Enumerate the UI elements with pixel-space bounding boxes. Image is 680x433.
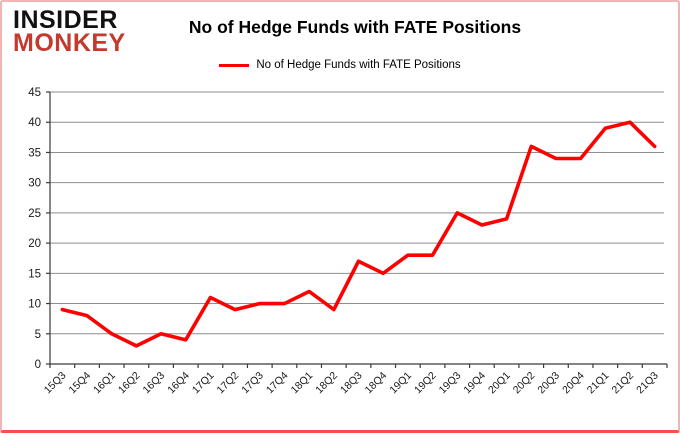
x-tick-label: 21Q2 (609, 370, 636, 397)
x-tick-label: 16Q4 (165, 370, 192, 397)
x-tick-label: 18Q1 (289, 370, 316, 397)
x-tick-label: 16Q3 (141, 370, 168, 397)
legend: No of Hedge Funds with FATE Positions (2, 59, 678, 71)
logo-line2: MONKEY (13, 29, 126, 57)
x-ticks (49, 364, 668, 368)
legend-line-swatch (219, 63, 250, 67)
y-tick-label: 5 (35, 329, 41, 341)
y-tick-label: 30 (28, 178, 41, 190)
x-tick-label: 18Q3 (338, 370, 365, 397)
x-tick-label: 17Q2 (215, 370, 242, 397)
x-tick-labels: 15Q315Q416Q116Q216Q316Q417Q117Q217Q317Q4… (42, 370, 661, 397)
y-tick-labels: 0 5 10 15 20 25 30 35 40 45 (28, 87, 50, 371)
x-tick-label: 17Q1 (190, 370, 217, 397)
x-tick-label: 18Q2 (313, 370, 340, 397)
x-tick-label: 16Q1 (91, 370, 118, 397)
y-gridlines (50, 91, 664, 335)
x-tick-label: 18Q4 (363, 370, 390, 397)
y-tick-label: 20 (28, 238, 41, 250)
y-tick-label: 45 (28, 87, 41, 99)
x-tick-label: 21Q3 (634, 370, 661, 397)
x-tick-label: 15Q4 (66, 370, 93, 397)
x-tick-label: 17Q3 (239, 370, 266, 397)
x-tick-label: 20Q2 (511, 370, 538, 397)
x-tick-label: 19Q2 (412, 370, 439, 397)
y-tick-label: 25 (28, 208, 41, 220)
x-tick-label: 17Q4 (264, 370, 291, 397)
series-line (60, 120, 657, 348)
x-tick-label: 21Q1 (585, 370, 612, 397)
x-tick-label: 15Q3 (42, 370, 69, 397)
y-tick-label: 40 (28, 117, 41, 129)
logo-line1: INSIDER (13, 6, 118, 34)
y-tick-label: 10 (28, 299, 41, 311)
x-tick-label: 16Q2 (116, 370, 143, 397)
legend-label: No of Hedge Funds with FATE Positions (256, 59, 461, 71)
x-tick-label: 19Q4 (461, 370, 488, 397)
y-tick-label: 15 (28, 268, 41, 280)
x-tick-label: 19Q3 (437, 370, 464, 397)
y-tick-label: 35 (28, 147, 41, 159)
x-tick-label: 20Q4 (560, 370, 587, 397)
x-tick-label: 19Q1 (387, 370, 414, 397)
y-tick-label: 0 (35, 359, 41, 371)
insider-monkey-logo: INSIDER MONKEY (13, 6, 126, 57)
axes (49, 92, 667, 365)
x-tick-label: 20Q3 (535, 370, 562, 397)
x-tick-label: 20Q1 (486, 370, 513, 397)
chart-title: No of Hedge Funds with FATE Positions (188, 17, 522, 37)
